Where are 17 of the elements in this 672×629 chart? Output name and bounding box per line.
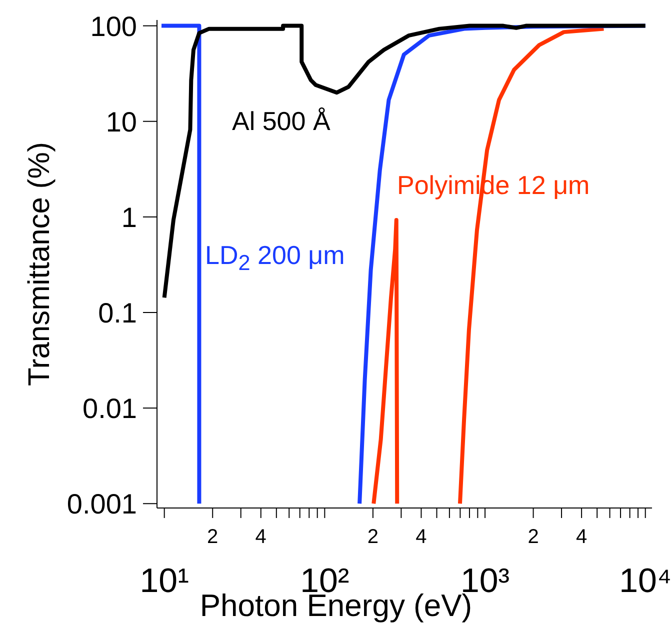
y-tick-label: 100	[90, 10, 137, 42]
y-tick-label: 1	[121, 202, 137, 233]
y-tick-label: 0.1	[98, 297, 137, 328]
text: 4	[574, 526, 588, 549]
text: 2	[526, 526, 540, 549]
x-tick-label: 10⁴	[619, 562, 672, 600]
series-label: LD$_{2}$ 200 μm	[205, 240, 345, 276]
y-tick-label: 0.01	[82, 393, 137, 424]
x-tick-label: 10¹	[140, 562, 189, 600]
text: 2	[206, 526, 220, 549]
text: 4	[414, 526, 428, 549]
y-tick-label: 10	[106, 106, 137, 138]
text: 4	[254, 526, 268, 549]
y-tick-label: 0.001	[66, 488, 137, 520]
text: 2	[366, 526, 380, 549]
y-axis-title: Transmittance (%)	[23, 142, 57, 386]
series-label: Al 500 Å	[232, 106, 330, 137]
